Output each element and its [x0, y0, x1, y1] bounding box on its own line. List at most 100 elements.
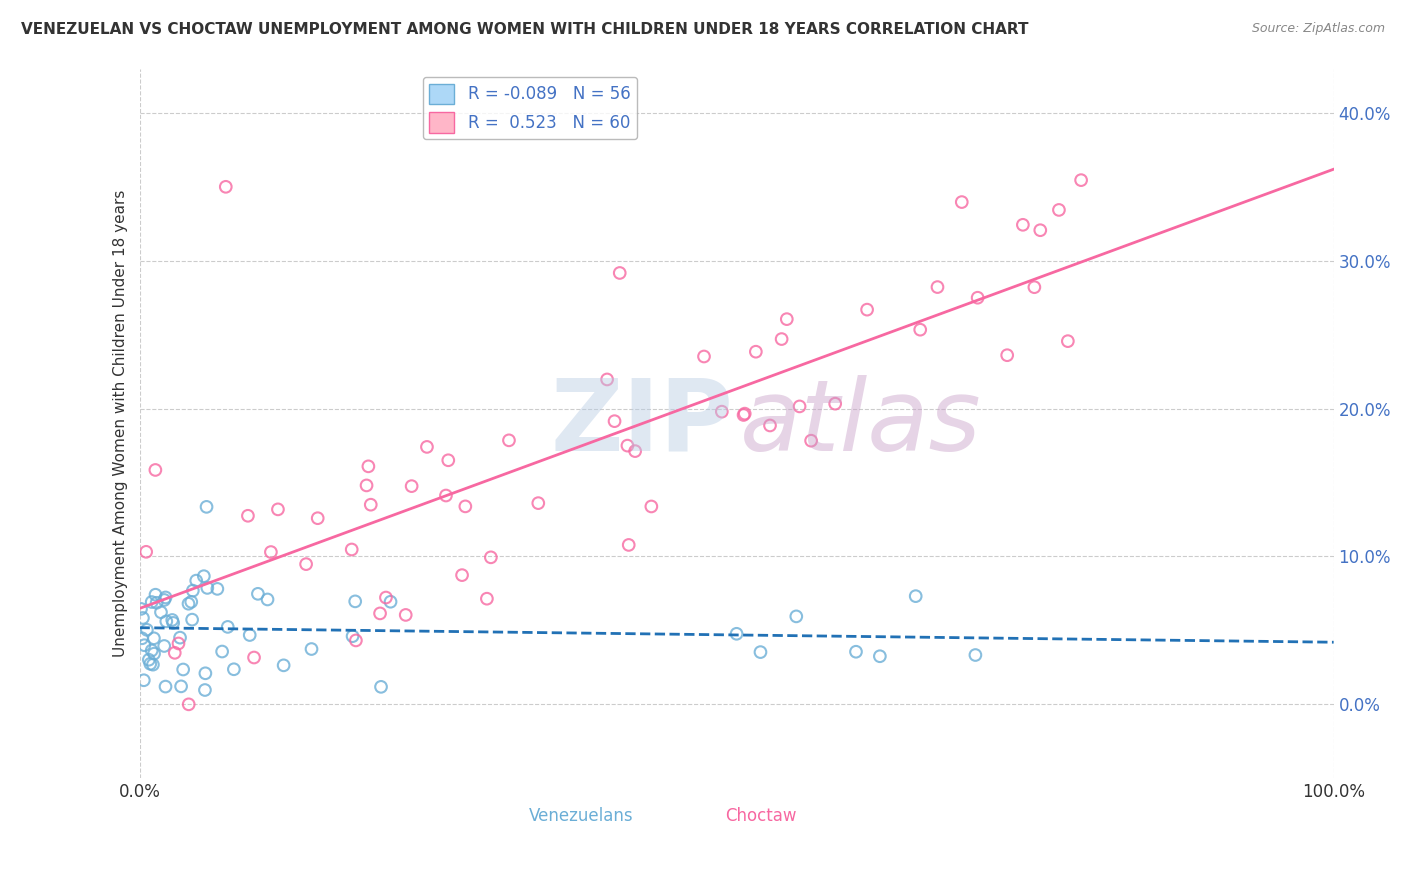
Point: [155, 591, 177, 605]
Point: [479, 550, 502, 565]
Point: [1057, 334, 1080, 348]
Point: [1024, 280, 1046, 294]
Point: [145, 463, 167, 477]
Point: [155, 615, 177, 629]
Point: [624, 444, 647, 458]
Point: [451, 568, 474, 582]
Point: [307, 511, 329, 525]
Point: [149, 605, 172, 619]
Point: [145, 588, 167, 602]
Point: [344, 633, 367, 648]
Point: [135, 545, 157, 559]
Point: [845, 645, 868, 659]
Text: Choctaw: Choctaw: [724, 807, 796, 825]
Point: [966, 291, 988, 305]
Text: VENEZUELAN VS CHOCTAW UNEMPLOYMENT AMONG WOMEN WITH CHILDREN UNDER 18 YEARS CORR: VENEZUELAN VS CHOCTAW UNEMPLOYMENT AMONG…: [21, 22, 1029, 37]
Point: [617, 538, 640, 552]
Point: [135, 623, 157, 637]
Text: Source: ZipAtlas.com: Source: ZipAtlas.com: [1251, 22, 1385, 36]
Point: [217, 620, 239, 634]
Point: [776, 312, 799, 326]
Point: [155, 680, 177, 694]
Point: [239, 628, 262, 642]
Point: [725, 627, 748, 641]
Point: [215, 179, 238, 194]
Point: [454, 500, 477, 514]
Point: [172, 663, 194, 677]
Point: [193, 569, 215, 583]
Point: [141, 643, 163, 657]
Point: [142, 657, 165, 672]
Point: [211, 644, 233, 658]
Point: [745, 344, 768, 359]
Point: [131, 632, 153, 646]
Point: [153, 593, 176, 607]
Point: [342, 629, 364, 643]
Point: [596, 372, 619, 386]
Point: [129, 602, 152, 616]
Point: [169, 631, 191, 645]
Point: [143, 647, 166, 661]
Point: [132, 611, 155, 625]
Point: [141, 595, 163, 609]
Point: [904, 589, 927, 603]
Point: [142, 632, 165, 646]
Point: [380, 595, 402, 609]
Point: [153, 639, 176, 653]
Point: [869, 649, 891, 664]
Point: [1029, 223, 1052, 237]
Point: [527, 496, 550, 510]
Point: [138, 653, 160, 667]
Point: [434, 489, 457, 503]
Point: [357, 459, 380, 474]
Point: [368, 607, 391, 621]
Point: [908, 323, 931, 337]
Point: [132, 673, 155, 688]
Point: [160, 613, 183, 627]
Point: [194, 666, 217, 681]
Point: [301, 642, 323, 657]
Point: [950, 195, 973, 210]
Text: ZIP: ZIP: [550, 375, 733, 472]
Point: [693, 350, 716, 364]
Point: [360, 498, 382, 512]
Point: [770, 332, 793, 346]
Point: [927, 280, 949, 294]
Point: [340, 542, 363, 557]
Point: [195, 581, 218, 595]
Point: [194, 683, 217, 698]
Point: [236, 508, 259, 523]
Point: [295, 557, 318, 571]
Y-axis label: Unemployment Among Women with Children Under 18 years: Unemployment Among Women with Children U…: [114, 190, 128, 657]
Point: [273, 658, 295, 673]
Point: [180, 595, 202, 609]
Point: [789, 400, 811, 414]
Text: Venezuelans: Venezuelans: [529, 807, 634, 825]
Point: [186, 574, 208, 588]
Point: [1070, 173, 1092, 187]
Point: [374, 591, 396, 605]
Point: [267, 502, 290, 516]
Point: [177, 698, 200, 712]
Point: [207, 582, 229, 596]
Point: [733, 408, 755, 422]
Point: [256, 592, 278, 607]
Point: [162, 615, 184, 630]
Point: [965, 648, 987, 662]
Point: [370, 680, 392, 694]
Point: [749, 645, 772, 659]
Point: [243, 650, 266, 665]
Point: [260, 545, 283, 559]
Point: [145, 596, 167, 610]
Point: [1047, 202, 1070, 217]
Point: [181, 613, 204, 627]
Point: [759, 418, 782, 433]
Point: [246, 587, 269, 601]
Point: [824, 397, 846, 411]
Point: [401, 479, 423, 493]
Point: [609, 266, 631, 280]
Point: [356, 478, 378, 492]
Point: [177, 597, 200, 611]
Point: [616, 439, 638, 453]
Text: atlas: atlas: [740, 375, 981, 472]
